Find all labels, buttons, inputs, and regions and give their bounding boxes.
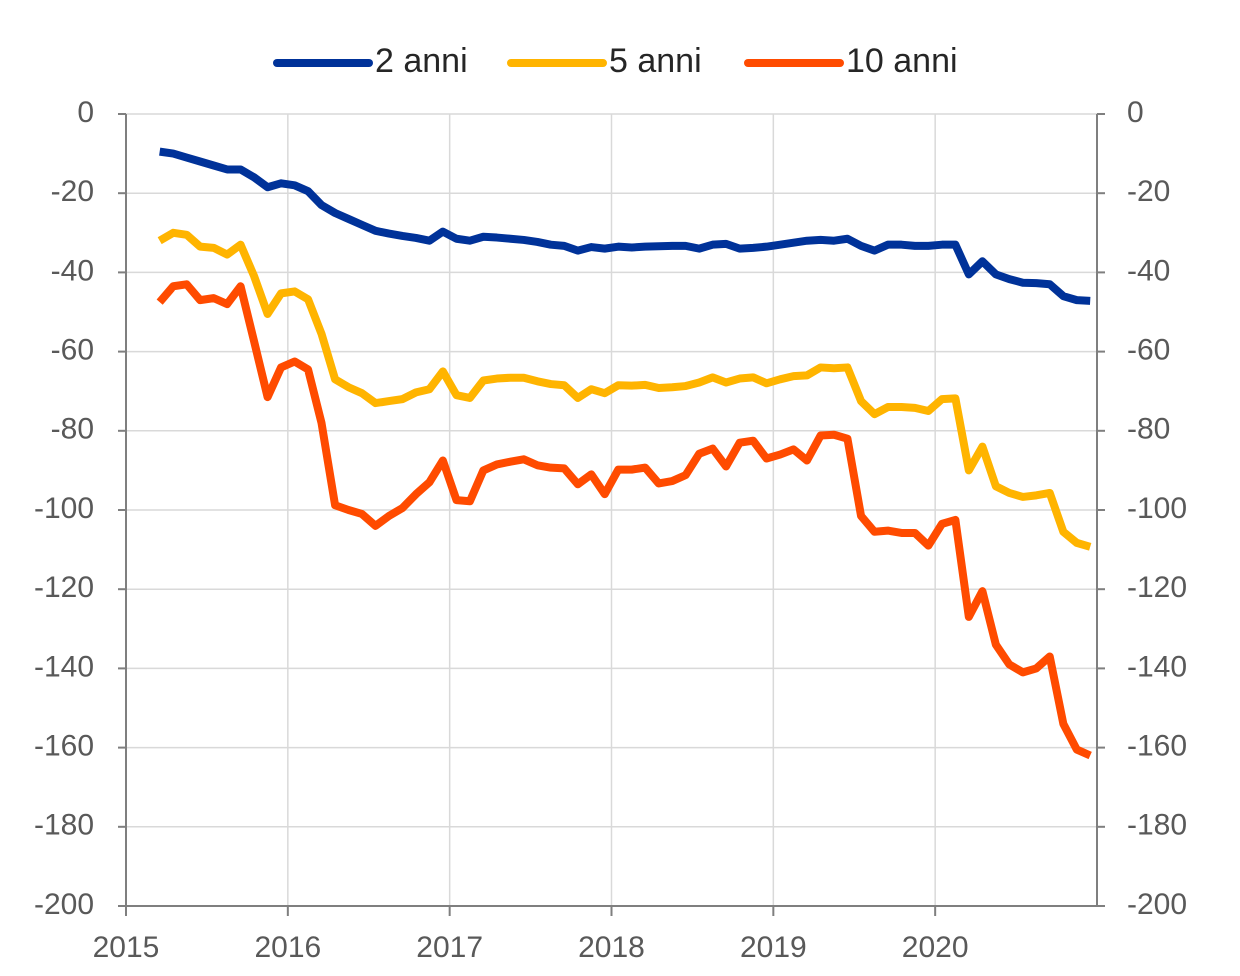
y2-tick-label: -180: [1127, 809, 1187, 842]
line-series: [159, 147, 1091, 305]
y-tick-label: -180: [34, 809, 94, 842]
x-tick-label: 2020: [902, 931, 969, 964]
y2-tick-label: -100: [1127, 492, 1187, 525]
y-tick-label: 0: [77, 96, 94, 129]
y-tick-label: -160: [34, 730, 94, 763]
legend-label: 2 anni: [375, 42, 468, 80]
line-series: [156, 280, 1092, 760]
y-tick-label: -80: [51, 413, 94, 446]
x-tick-label: 2015: [93, 931, 160, 964]
y2-tick-label: -80: [1127, 413, 1170, 446]
legend-label: 10 anni: [846, 42, 958, 80]
y-tick-label: -20: [51, 175, 94, 208]
x-tick-label: 2016: [254, 931, 321, 964]
y-tick-label: -60: [51, 334, 94, 367]
y2-tick-label: -20: [1127, 175, 1170, 208]
x-tick-label: 2017: [416, 931, 483, 964]
y2-tick-label: -40: [1127, 254, 1170, 287]
y-tick-label: -140: [34, 650, 94, 683]
y2-tick-label: 0: [1127, 96, 1144, 129]
y-tick-label: -200: [34, 888, 94, 921]
y2-tick-label: -120: [1127, 571, 1187, 604]
y-tick-label: -120: [34, 571, 94, 604]
y-tick-label: -100: [34, 492, 94, 525]
line-series: [157, 228, 1092, 551]
y-tick-label: -40: [51, 254, 94, 287]
y2-tick-label: -200: [1127, 888, 1187, 921]
y2-tick-label: -140: [1127, 650, 1187, 683]
y2-tick-label: -60: [1127, 334, 1170, 367]
legend-label: 5 anni: [609, 42, 702, 80]
x-tick-label: 2018: [578, 931, 645, 964]
y2-tick-label: -160: [1127, 730, 1187, 763]
x-tick-label: 2019: [740, 931, 807, 964]
